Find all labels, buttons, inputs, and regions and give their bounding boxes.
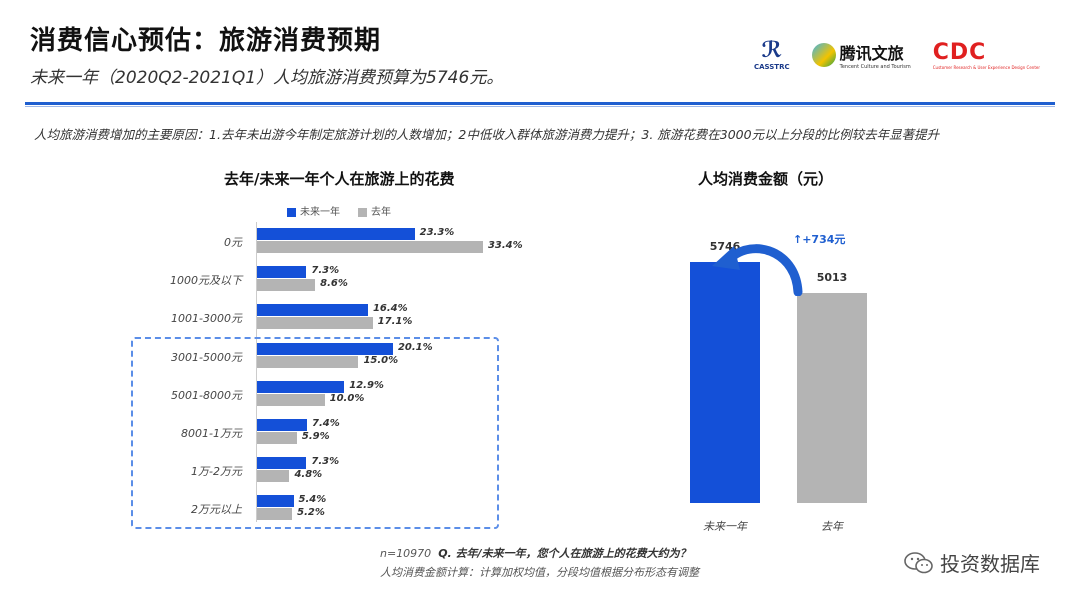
legend-item-next-year: 未来一年: [287, 203, 340, 218]
casstrc-logo-text: CASSTRC: [753, 63, 790, 71]
category-label: 0元: [224, 236, 242, 249]
data-label: 23.3%: [419, 227, 455, 238]
data-label: 7.3%: [311, 456, 340, 468]
category-label: 5001-8000元: [171, 388, 242, 402]
category-label: 3001-5000元: [171, 350, 242, 364]
bar-last-year: [257, 241, 483, 253]
category-label: 1000元及以下: [170, 274, 242, 288]
highlight-box: [131, 337, 499, 529]
data-label: 5.4%: [298, 494, 327, 506]
category-label: 1001-3000元: [171, 312, 242, 326]
data-label: 7.4%: [312, 418, 340, 429]
data-label: 5.9%: [301, 431, 330, 442]
data-label: 17.1%: [377, 316, 413, 328]
sample-size: n=10970: [380, 547, 432, 560]
tencent-logo: 腾讯文旅 Tencent Culture and Tourism: [811, 40, 911, 70]
bar-next-year: [257, 228, 415, 240]
avg-spend-chart-title: 人均消费金额（元）: [698, 170, 834, 188]
comparison-arrow-icon: [712, 244, 803, 296]
legend-label-next-year: 未来一年: [300, 207, 340, 218]
spending-chart-title: 去年/未来一年个人在旅游上的花费: [224, 170, 455, 188]
data-label: 7.3%: [311, 265, 340, 277]
logo-bar: ℛ CASSTRC 腾讯文旅 Tencent Culture and Touri…: [754, 38, 1040, 71]
bar-next-year: [257, 457, 307, 470]
data-label: 16.4%: [372, 303, 408, 315]
tencent-logo-subtext: Tencent Culture and Tourism: [839, 63, 911, 70]
data-label: 15.0%: [363, 354, 399, 366]
spending-chart-legend: 未来一年 去年: [287, 203, 391, 218]
cdc-logo-text: CDC: [932, 39, 987, 65]
calculation-note: 人均消费金额计算：计算加权均值，分段均值根据分布形态有调整: [380, 566, 699, 579]
data-label: 12.9%: [349, 379, 384, 391]
legend-swatch-last-year: [358, 207, 367, 217]
bar-next-year: [257, 266, 307, 279]
page-title: 消费信心预估：旅游消费预期: [30, 26, 382, 56]
cdc-logo: CDC Customer Research & User Experience …: [933, 40, 1040, 70]
avg-spend-value: 5013: [816, 270, 848, 284]
watermark-text: 投资数据库: [940, 552, 1040, 576]
legend-swatch-next-year: [287, 207, 296, 217]
bar-last-year: [257, 355, 359, 368]
category-label: 2万元以上: [191, 503, 242, 517]
bar-last-year: [257, 508, 293, 521]
legend-item-last-year: 去年: [358, 203, 391, 218]
bar-last-year: [257, 317, 373, 330]
avg-spend-bar: [797, 292, 867, 503]
tencent-badge-icon: [811, 42, 836, 67]
category-label: 1万-2万元: [191, 465, 242, 479]
avg-spend-bar: [690, 262, 760, 503]
key-findings-note: 人均旅游消费增加的主要原因：1.去年未出游今年制定旅游计划的人数增加；2中低收入…: [34, 127, 940, 142]
data-label: 8.6%: [320, 278, 348, 290]
data-label: 4.8%: [294, 469, 323, 481]
casstrc-logo: ℛ CASSTRC: [754, 38, 790, 71]
avg-spend-category: 未来一年: [703, 520, 747, 533]
bar-next-year: [257, 342, 393, 355]
spending-chart-axis: [256, 222, 257, 522]
bar-next-year: [257, 495, 294, 508]
bar-next-year: [257, 304, 368, 317]
bar-next-year: [257, 419, 308, 431]
bar-next-year: [257, 380, 345, 393]
data-label: 10.0%: [329, 392, 365, 404]
tencent-logo-text: 腾讯文旅: [839, 43, 904, 63]
header-divider-thin: [25, 106, 1055, 107]
increase-annotation: ↑+734元: [793, 233, 846, 246]
data-label: 33.4%: [487, 240, 523, 251]
cdc-logo-subtext: Customer Research & User Experience Desi…: [932, 64, 1040, 70]
page-subtitle: 未来一年（2020Q2-2021Q1）人均旅游消费预算为5746元。: [30, 68, 504, 88]
bar-last-year: [257, 432, 297, 444]
category-label: 8001-1万元: [181, 427, 242, 440]
casstrc-mark-icon: ℛ: [761, 38, 783, 63]
bar-last-year: [257, 470, 290, 483]
legend-label-last-year: 去年: [371, 207, 391, 218]
bar-last-year: [257, 279, 316, 292]
data-label: 20.1%: [397, 341, 433, 353]
survey-question: n=10970 Q. 去年/未来一年，您个人在旅游上的花费大约为？: [380, 545, 691, 561]
data-label: 5.2%: [297, 507, 325, 519]
avg-spend-category: 去年: [821, 520, 843, 533]
wechat-icon: [904, 551, 933, 573]
header-divider: [25, 102, 1055, 105]
bar-last-year: [257, 393, 325, 406]
question-text: Q. 去年/未来一年，您个人在旅游上的花费大约为？: [438, 547, 691, 560]
watermark: 投资数据库: [904, 548, 1040, 577]
